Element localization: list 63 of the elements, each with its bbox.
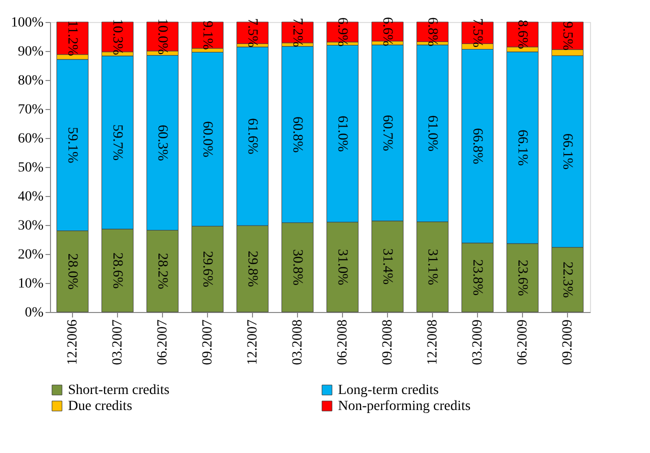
y-tick-label: 20% bbox=[18, 248, 44, 262]
data-label: 60.7% bbox=[380, 114, 394, 152]
data-label: 66.1% bbox=[560, 133, 574, 170]
legend-label: Non-performing credits bbox=[338, 399, 471, 414]
data-label: 30.8% bbox=[290, 249, 304, 286]
x-tick-label: 12.2006 bbox=[66, 320, 80, 365]
x-tick-label: 12.2007 bbox=[246, 320, 260, 365]
data-label: 23.6% bbox=[514, 260, 530, 296]
data-label: 31.1% bbox=[424, 248, 440, 286]
y-tick-label: 10% bbox=[18, 276, 44, 292]
y-tick-label: 100% bbox=[10, 16, 44, 30]
data-label: 10.0% bbox=[154, 18, 170, 55]
data-label: 61.6% bbox=[244, 118, 260, 155]
y-tick-label: 40% bbox=[18, 190, 44, 204]
data-label: 29.6% bbox=[200, 250, 214, 288]
data-label: 61.0% bbox=[424, 115, 440, 152]
y-tick-label: 30% bbox=[18, 218, 44, 234]
data-label: 28.6% bbox=[110, 252, 124, 289]
y-tick-label: 50% bbox=[18, 160, 44, 176]
data-label: 60.3% bbox=[154, 124, 170, 162]
data-label: 61.0% bbox=[334, 116, 350, 152]
data-label: 60.0% bbox=[200, 121, 214, 158]
data-label: 9.5% bbox=[560, 21, 574, 51]
y-tick-label: 80% bbox=[18, 74, 44, 88]
x-tick-label: 09.2008 bbox=[380, 320, 396, 365]
x-tick-label: 06.2007 bbox=[156, 320, 170, 365]
legend-label: Due credits bbox=[68, 399, 132, 414]
data-label: 8.6% bbox=[514, 20, 530, 50]
y-tick-label: 60% bbox=[18, 132, 44, 146]
data-label: 10.3% bbox=[110, 18, 124, 56]
data-label: 6.9% bbox=[334, 17, 350, 47]
data-label: 66.8% bbox=[470, 128, 484, 165]
data-label: 59.7% bbox=[110, 124, 124, 161]
data-label: 31.4% bbox=[380, 248, 394, 285]
data-label: 9.1% bbox=[200, 20, 214, 50]
data-label: 29.8% bbox=[244, 250, 260, 288]
data-label: 7.2% bbox=[290, 18, 304, 48]
data-label: 6.6% bbox=[380, 16, 394, 46]
y-tick-label: 90% bbox=[18, 44, 44, 60]
data-label: 7.5% bbox=[244, 18, 260, 48]
data-label: 22.3% bbox=[560, 262, 574, 298]
data-label: 28.0% bbox=[64, 253, 80, 290]
x-tick-label: 03.2007 bbox=[110, 320, 126, 365]
legend-label: Short-term credits bbox=[68, 383, 170, 398]
x-tick-label: 09.2007 bbox=[200, 320, 216, 365]
data-label: 7.5% bbox=[470, 18, 484, 48]
x-tick-label: 06.2008 bbox=[336, 320, 350, 365]
data-label: 11.2% bbox=[64, 20, 80, 56]
x-tick-label: 03.2008 bbox=[290, 320, 306, 365]
x-tick-label: 09.2009 bbox=[560, 320, 576, 365]
data-label: 28.2% bbox=[154, 253, 170, 290]
data-label: 59.1% bbox=[64, 127, 80, 164]
data-label: 6.8% bbox=[424, 17, 440, 47]
x-tick-label: 06.2009 bbox=[516, 320, 530, 365]
data-label: 23.8% bbox=[470, 259, 484, 296]
data-label: 60.8% bbox=[290, 116, 304, 153]
y-tick-label: 0% bbox=[24, 306, 44, 320]
x-tick-label: 12.2008 bbox=[426, 320, 440, 365]
x-tick-label: 03.2009 bbox=[470, 320, 486, 365]
data-label: 66.1% bbox=[514, 130, 530, 166]
legend-label: Long-term credits bbox=[338, 383, 439, 398]
y-tick-label: 70% bbox=[18, 102, 44, 118]
data-label: 31.0% bbox=[334, 248, 350, 286]
